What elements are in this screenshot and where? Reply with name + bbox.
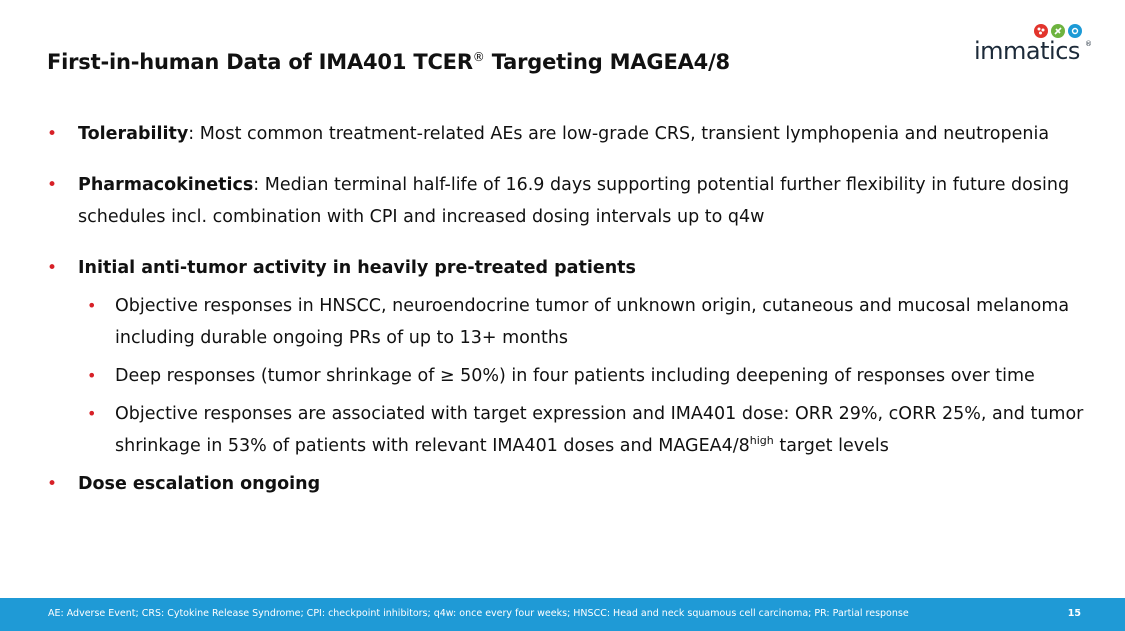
logo-registered-mark: ® [1085,40,1092,48]
title-prefix: First-in-human Data of IMA401 TCER [47,50,473,74]
bullet-dose-escalation: Dose escalation ongoing [47,468,1087,500]
term-antitumor-activity: Initial anti-tumor activity in heavily p… [78,258,636,278]
text-target-expression-a: Objective responses are associated with … [115,404,1084,456]
footer-abbreviations: AE: Adverse Event; CRS: Cytokine Release… [48,608,909,619]
term-tolerability: Tolerability [78,124,189,144]
title-registered-mark: ® [472,50,485,64]
bullet-list: Tolerability: Most common treatment-rela… [47,118,1087,500]
logo-wordmark: immatics [974,37,1080,65]
subbullet-deep-responses: Deep responses (tumor shrinkage of ≥ 50%… [47,360,1087,392]
text-tolerability: : Most common treatment-related AEs are … [188,124,1050,144]
term-pharmacokinetics: Pharmacokinetics [78,175,254,195]
subbullet-target-expression: Objective responses are associated with … [47,398,1087,462]
page-number: 15 [1067,608,1081,619]
blue-cell-icon [1068,24,1082,38]
immatics-logo: immatics ® [972,22,1092,70]
superscript-high: high [749,434,774,448]
footer-bar: AE: Adverse Event; CRS: Cytokine Release… [0,598,1125,631]
title-suffix: Targeting MAGEA4/8 [484,50,730,74]
text-target-expression-b: target levels [773,436,889,456]
term-dose-escalation: Dose escalation ongoing [78,474,321,494]
text-pharmacokinetics: : Median terminal half-life of 16.9 days… [78,175,1070,227]
text-deep-responses: Deep responses (tumor shrinkage of ≥ 50%… [115,366,1035,386]
bullet-pharmacokinetics: Pharmacokinetics: Median terminal half-l… [47,169,1087,233]
green-cell-icon [1051,24,1065,38]
subbullet-objective-responses: Objective responses in HNSCC, neuroendoc… [47,290,1087,354]
bullet-antitumor-activity: Initial anti-tumor activity in heavily p… [47,252,1087,284]
slide-title: First-in-human Data of IMA401 TCER® Targ… [47,50,730,74]
bullet-tolerability: Tolerability: Most common treatment-rela… [47,118,1087,150]
red-cell-icon [1034,24,1048,38]
text-objective-responses: Objective responses in HNSCC, neuroendoc… [115,296,1070,348]
